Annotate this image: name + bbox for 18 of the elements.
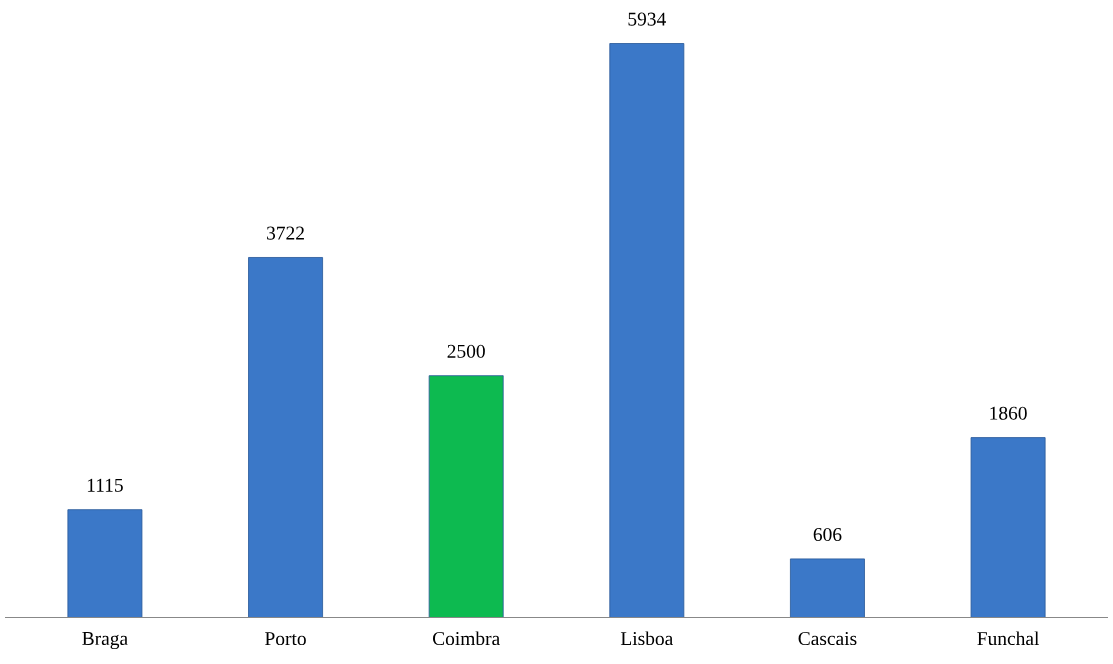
data-label: 1860 bbox=[990, 406, 1027, 420]
data-label: 5934 bbox=[628, 12, 666, 26]
data-label: 2500 bbox=[447, 344, 485, 358]
data-label: 3722 bbox=[267, 226, 304, 240]
data-label: 1115 bbox=[87, 478, 123, 492]
x-tick-label: Lisboa bbox=[620, 631, 674, 646]
bar bbox=[67, 509, 143, 618]
x-tick-label: Cascais bbox=[798, 632, 857, 646]
bar bbox=[790, 558, 865, 618]
bar bbox=[248, 257, 323, 618]
data-label: 606 bbox=[813, 527, 842, 542]
bar bbox=[970, 437, 1046, 618]
x-tick-label: Funchal bbox=[977, 631, 1040, 646]
bar bbox=[609, 43, 685, 618]
bar bbox=[428, 375, 504, 618]
x-tick-label: Porto bbox=[265, 632, 306, 646]
x-tick-label: Coimbra bbox=[432, 631, 500, 646]
x-tick-label: Braga bbox=[82, 632, 128, 650]
